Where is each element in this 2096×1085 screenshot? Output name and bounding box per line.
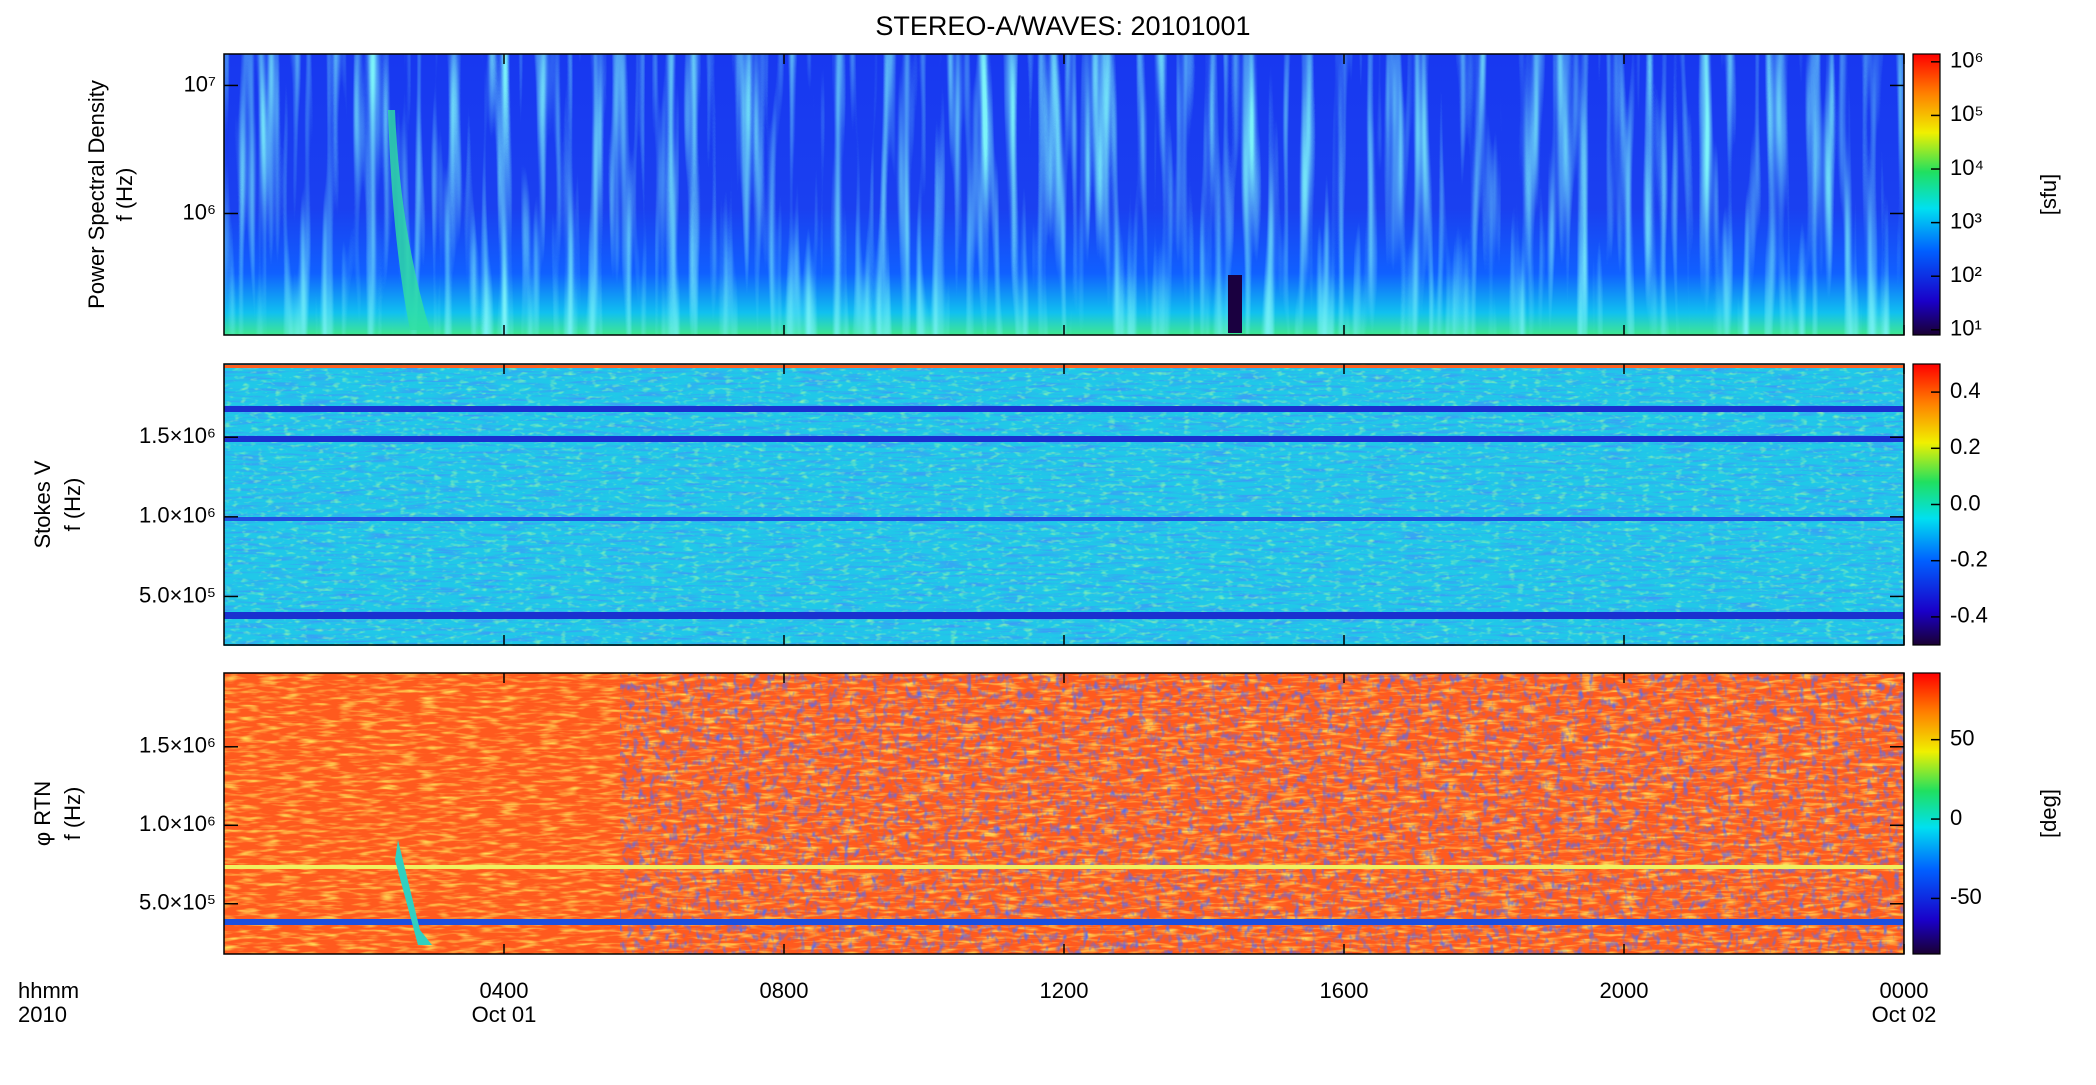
y-axis-label: f (Hz) [112,168,137,222]
y-tick-label: 1.0×10⁶ [139,811,216,836]
colorbar-tick-label: 10³ [1950,208,1982,233]
y-tick-label: 5.0×10⁵ [139,582,216,607]
spectrogram-image [224,673,1904,954]
colorbar-tick-label: 50 [1950,725,1974,750]
x-axis-label: hhmm [18,978,79,1003]
x-axis-label: 2010 [18,1002,67,1027]
y-tick-label: 10⁶ [182,199,216,224]
x-tick-label: 0800 [760,978,809,1003]
y-axis-label: Power Spectral Density [84,80,109,309]
colorbar-tick-label: 10⁴ [1950,155,1984,180]
colorbar-tick-label: 10¹ [1950,316,1982,341]
x-tick-label: 2000 [1600,978,1649,1003]
spectrogram-image [224,364,1904,646]
spectrogram-image [224,54,1904,335]
x-date-label: Oct 02 [1872,1002,1937,1027]
colorbar-tick-label: 0 [1950,805,1962,830]
x-tick-label: 1200 [1040,978,1089,1003]
colorbar-label: [deg] [2036,789,2061,838]
x-tick-label: 0000 [1880,978,1929,1003]
colorbar [1912,672,1941,955]
colorbar-tick-label: 0.2 [1950,434,1981,459]
x-date-label: Oct 01 [472,1002,537,1027]
y-tick-label: 10⁷ [184,71,216,96]
y-tick-label: 1.5×10⁶ [139,733,216,758]
y-axis-label: φ RTN [30,781,55,846]
colorbar-label: [sfu] [2036,174,2061,216]
colorbar-tick-label: 0.4 [1950,378,1981,403]
y-axis-label: Stokes V [30,460,55,548]
colorbar-tick-label: 10⁵ [1950,101,1984,126]
colorbar-tick-label: 10⁶ [1950,48,1984,73]
colorbar-tick-label: 0.0 [1950,490,1981,515]
colorbar-tick-label: 10² [1950,262,1982,287]
y-tick-label: 5.0×10⁵ [139,890,216,915]
colorbar-tick-label: -0.4 [1950,603,1988,628]
y-tick-label: 1.5×10⁶ [139,423,216,448]
chart-title: STEREO-A/WAVES: 20101001 [875,11,1250,41]
y-tick-label: 1.0×10⁶ [139,503,216,528]
colorbar-tick-label: -50 [1950,884,1982,909]
x-tick-label: 1600 [1320,978,1369,1003]
colorbar-tick-label: -0.2 [1950,547,1988,572]
y-axis-label: f (Hz) [60,478,85,532]
colorbar [1912,53,1941,336]
x-tick-label: 0400 [480,978,529,1003]
y-axis-label: f (Hz) [60,787,85,841]
